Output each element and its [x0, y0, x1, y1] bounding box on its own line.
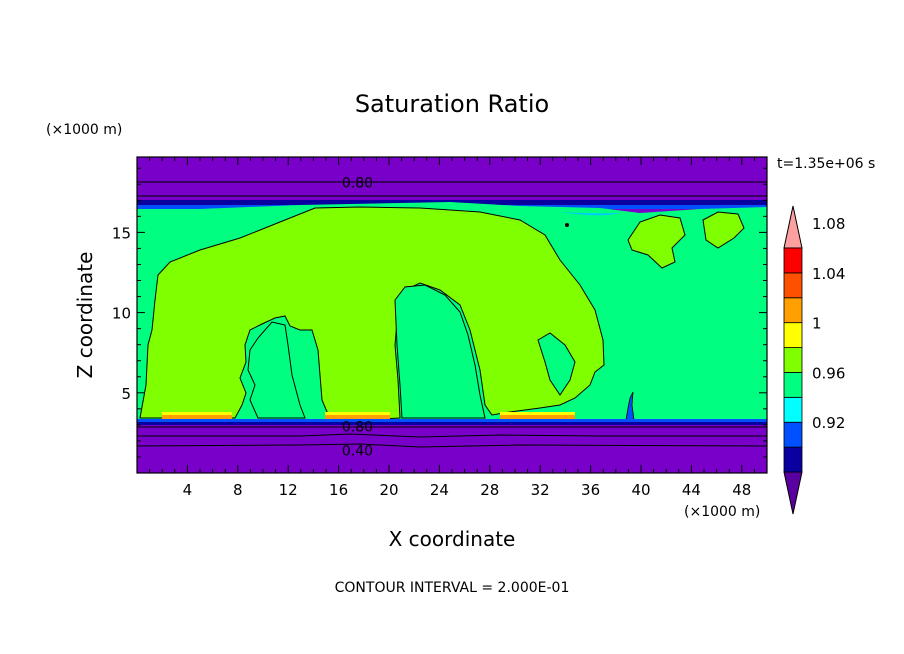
band-1-04-main-region — [139, 206, 605, 420]
x-tick-label: 4 — [183, 481, 193, 499]
band-0-92-lower — [137, 422, 767, 425]
contour-interval-footer: CONTOUR INTERVAL = 2.000E-01 — [335, 580, 570, 596]
contour-line-lower-2 — [137, 433, 767, 438]
colorbar-segment — [783, 347, 803, 373]
y-tick-label: 15 — [112, 224, 131, 242]
band-1-04-spot-b — [325, 412, 390, 415]
contour-line-lower-3 — [136, 443, 768, 448]
y-unit-label: (×1000 m) — [46, 122, 122, 138]
x-tick-label: 40 — [631, 481, 650, 499]
contour-labels: 0.80 0.80 0.40 — [342, 176, 373, 460]
colorbar-label: 1 — [812, 315, 822, 333]
chart-title: Saturation Ratio — [355, 90, 549, 118]
colorbar-segment — [783, 421, 803, 448]
x-unit-label: (×1000 m) — [684, 504, 760, 520]
x-tick-label: 24 — [430, 481, 449, 499]
contour-label: 0.40 — [342, 444, 373, 460]
band-1-hole-right — [537, 332, 576, 396]
x-axis-label: X coordinate — [389, 527, 516, 551]
colorbar-segment — [783, 297, 803, 324]
band-1-08-spot-a — [162, 415, 232, 419]
band-1-08-spot-c — [500, 415, 575, 419]
y-tick-label: 5 — [121, 385, 131, 403]
band-1-04-island-a — [627, 214, 686, 269]
band-1-08-spot-b — [325, 415, 390, 419]
time-label: t=1.35e+06 s — [777, 156, 875, 172]
x-tick-label: 44 — [682, 481, 701, 499]
colorbar-label: 0.96 — [812, 364, 845, 382]
band-0-96-upper-spot — [560, 212, 620, 216]
colorbar-segment — [783, 372, 803, 398]
band-0-96-lower — [137, 419, 767, 422]
colorbar-label: 1.04 — [812, 265, 845, 283]
colorbar-extend-high — [783, 205, 803, 249]
band-1-hole-center — [394, 284, 486, 419]
contour-label: 0.80 — [342, 176, 373, 192]
band-1-dot — [565, 223, 569, 227]
x-tick-label: 16 — [329, 481, 348, 499]
band-1-04-spot-c — [500, 412, 575, 415]
x-tick-label: 28 — [480, 481, 499, 499]
x-tick-label: 48 — [732, 481, 751, 499]
y-axis-label: Z coordinate — [73, 252, 97, 379]
colorbar-segment — [783, 322, 803, 348]
colorbar-extend-low — [783, 471, 803, 515]
band-1-04-island-b — [702, 211, 745, 249]
colorbar-segment — [783, 247, 803, 274]
x-tick-label: 20 — [379, 481, 398, 499]
colorbar: 0.92 0.96 1 1.04 1.08 — [783, 205, 845, 515]
contour-label: 0.80 — [342, 419, 373, 435]
x-tick-label: 8 — [233, 481, 243, 499]
x-tick-label: 32 — [531, 481, 550, 499]
x-tick-label: 36 — [581, 481, 600, 499]
colorbar-segment — [783, 396, 803, 423]
y-tick-label: 10 — [112, 305, 131, 323]
colorbar-label: 0.92 — [812, 414, 845, 432]
band-1-04-spot-a — [162, 412, 232, 415]
colorbar-label: 1.08 — [812, 215, 845, 233]
colorbar-segment — [783, 272, 803, 299]
x-tick-label: 12 — [279, 481, 298, 499]
band-1-hole-left — [247, 321, 306, 419]
colorbar-segment — [783, 446, 803, 473]
